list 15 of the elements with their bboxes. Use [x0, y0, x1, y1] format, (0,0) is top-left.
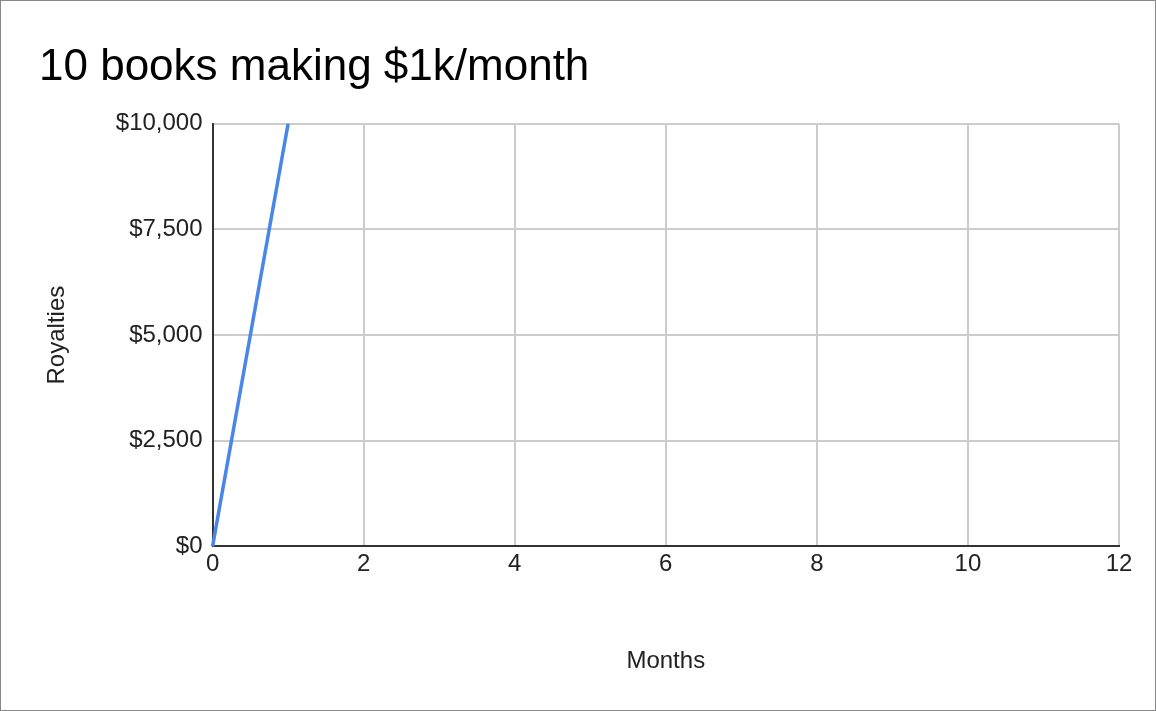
x-tick-label: 2 [356, 549, 371, 577]
chart-title: 10 books making $1k/month [39, 39, 590, 89]
y-axis-title: Royalties [42, 285, 70, 385]
y-tick-label: $5,000 [129, 319, 203, 347]
y-tick-label: $7,500 [129, 214, 203, 242]
x-tick-label: 12 [1105, 549, 1133, 577]
x-tick-label: 10 [954, 549, 982, 577]
x-tick-label: 0 [205, 549, 220, 577]
x-axis-title: Months [626, 646, 706, 674]
x-tick-label: 8 [810, 549, 824, 577]
y-tick-label: $2,500 [129, 425, 203, 453]
x-tick-label: 6 [659, 549, 673, 577]
y-tick-label: $0 [175, 531, 203, 559]
x-tick-label: 4 [508, 549, 522, 577]
y-tick-label: $10,000 [115, 108, 203, 136]
